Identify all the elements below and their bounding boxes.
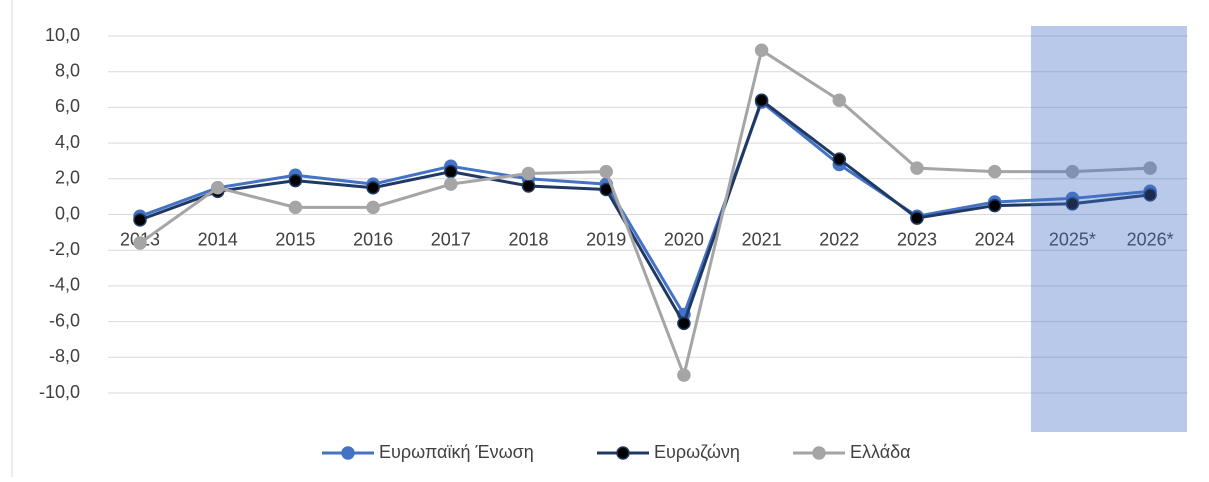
data-point	[677, 316, 691, 331]
data-point	[987, 198, 1002, 213]
series-line	[139, 100, 1151, 316]
x-tick-label: 2015	[275, 229, 315, 249]
x-tick-label: 2018	[508, 229, 548, 249]
x-tick-label: 2014	[198, 229, 238, 249]
data-point	[288, 200, 303, 215]
data-point	[754, 43, 769, 58]
data-point	[366, 180, 380, 195]
series-line	[139, 48, 1151, 377]
x-tick-label: 2022	[819, 229, 859, 249]
y-tick-label: 0,0	[55, 203, 80, 223]
data-point	[1065, 197, 1080, 211]
data-point	[910, 211, 924, 225]
x-tick-label: 2019	[586, 229, 626, 249]
data-point	[1143, 188, 1157, 202]
legend-marker	[812, 446, 826, 460]
x-tick-label: 2023	[897, 229, 937, 249]
data-point	[1065, 164, 1080, 179]
data-point	[1143, 161, 1157, 175]
x-tick-label: 2024	[975, 229, 1015, 249]
y-tick-label: 4,0	[55, 132, 80, 152]
data-point	[210, 180, 225, 195]
y-tick-label: -10,0	[39, 382, 80, 402]
x-tick-label: 2017	[431, 229, 471, 249]
x-tick-label: 2025*	[1049, 229, 1096, 249]
data-point	[133, 236, 147, 250]
data-point	[677, 368, 691, 382]
data-point	[832, 93, 847, 108]
y-tick-label: -6,0	[49, 310, 80, 330]
data-point	[521, 179, 536, 193]
y-tick-label: 6,0	[55, 96, 80, 116]
x-tick-label: 2016	[353, 229, 393, 249]
data-point	[754, 93, 769, 108]
y-tick-label: 2,0	[55, 168, 80, 188]
y-tick-label: -4,0	[49, 275, 80, 295]
data-point	[599, 164, 613, 179]
y-tick-label: -2,0	[49, 239, 80, 259]
data-point	[832, 152, 847, 166]
legend-marker	[341, 446, 355, 460]
forecast-shade	[1031, 26, 1187, 432]
legend-label: Ελλάδα	[850, 442, 911, 462]
x-tick-label: 2020	[664, 229, 704, 249]
data-point	[444, 164, 458, 179]
data-point	[444, 177, 458, 191]
y-tick-label: -8,0	[49, 346, 80, 366]
x-tick-label: 2021	[742, 229, 782, 249]
x-tick-label: 2026*	[1127, 229, 1174, 249]
legend-label: Ευρωζώνη	[654, 442, 740, 462]
y-tick-label: 8,0	[55, 60, 80, 80]
legend-label: Ευρωπαϊκή Ένωση	[379, 442, 534, 462]
data-point	[521, 166, 536, 181]
legend-marker	[616, 446, 630, 460]
data-point	[288, 173, 303, 188]
data-point	[987, 164, 1002, 179]
data-point	[366, 200, 380, 215]
data-point	[133, 213, 147, 227]
series-line	[139, 98, 1151, 325]
data-point	[910, 161, 924, 175]
y-tick-label: 10,0	[45, 25, 80, 45]
